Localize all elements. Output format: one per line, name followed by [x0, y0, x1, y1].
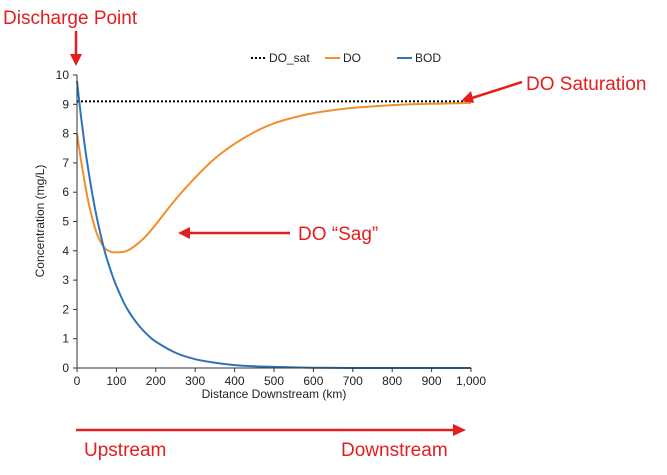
- series-do-line: [76, 101, 472, 254]
- x-axis-title: Distance Downstream (km): [202, 387, 347, 401]
- sag-arrow-icon: [178, 227, 290, 239]
- legend-label-bod: BOD: [415, 51, 441, 65]
- x-tick-label: 600: [303, 374, 323, 388]
- x-tick-label: 800: [382, 374, 402, 388]
- x-tick-label: 300: [185, 374, 205, 388]
- y-tick-label: 3: [62, 273, 69, 287]
- x-tick-label: 1,000: [456, 374, 486, 388]
- discharge-arrow-icon: [70, 31, 82, 66]
- discharge-point-label: Discharge Point: [3, 8, 138, 29]
- ticks: 0 100 200 300 400 500 600 700 800 900 1,000 0 1 2 3 4 5 6…: [56, 68, 487, 388]
- x-tick-label: 0: [74, 374, 81, 388]
- x-tick-label: 700: [343, 374, 363, 388]
- y-tick-label: 0: [62, 361, 69, 375]
- legend-label-do: DO: [343, 51, 361, 65]
- do-sag-label: DO “Sag”: [298, 224, 378, 245]
- annotations: Discharge Point DO Saturation DO “Sag” U…: [3, 8, 646, 461]
- x-tick-label: 200: [146, 374, 166, 388]
- axes: [76, 75, 471, 369]
- y-tick-label: 7: [62, 156, 69, 170]
- x-tick-label: 400: [225, 374, 245, 388]
- y-tick-label: 6: [62, 185, 69, 199]
- plot-area: [76, 80, 472, 370]
- do-saturation-label: DO Saturation: [526, 74, 646, 95]
- y-tick-label: 1: [62, 332, 69, 346]
- y-tick-label: 8: [62, 127, 69, 141]
- y-tick-label: 5: [62, 215, 69, 229]
- y-tick-label: 10: [56, 68, 70, 82]
- saturation-arrow-icon: [461, 80, 523, 103]
- legend-label-do-sat: DO_sat: [269, 51, 310, 65]
- x-tick-label: 100: [106, 374, 126, 388]
- x-tick-label: 500: [264, 374, 284, 388]
- upstream-label: Upstream: [84, 440, 166, 461]
- y-tick-label: 4: [62, 244, 69, 258]
- legend: DO_sat DO BOD: [251, 51, 441, 65]
- upstream-downstream-arrow-icon: [76, 424, 466, 436]
- y-axis-title: Concentration (mg/L): [33, 165, 47, 278]
- y-tick-label: 2: [62, 302, 69, 316]
- downstream-label: Downstream: [341, 440, 448, 461]
- y-tick-label: 9: [62, 97, 69, 111]
- x-tick-label: 900: [422, 374, 442, 388]
